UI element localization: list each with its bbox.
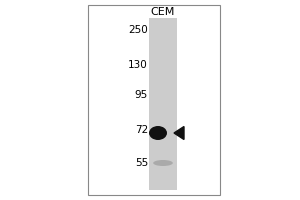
Text: 250: 250	[128, 25, 148, 35]
Text: 55: 55	[135, 158, 148, 168]
Text: 72: 72	[135, 125, 148, 135]
Text: CEM: CEM	[151, 7, 175, 17]
Ellipse shape	[153, 160, 173, 166]
Text: 95: 95	[135, 90, 148, 100]
Bar	[149, 18, 177, 190]
Ellipse shape	[149, 126, 167, 140]
Polygon shape	[174, 127, 184, 140]
Bar	[88, 5, 220, 195]
Text: 130: 130	[128, 60, 148, 70]
